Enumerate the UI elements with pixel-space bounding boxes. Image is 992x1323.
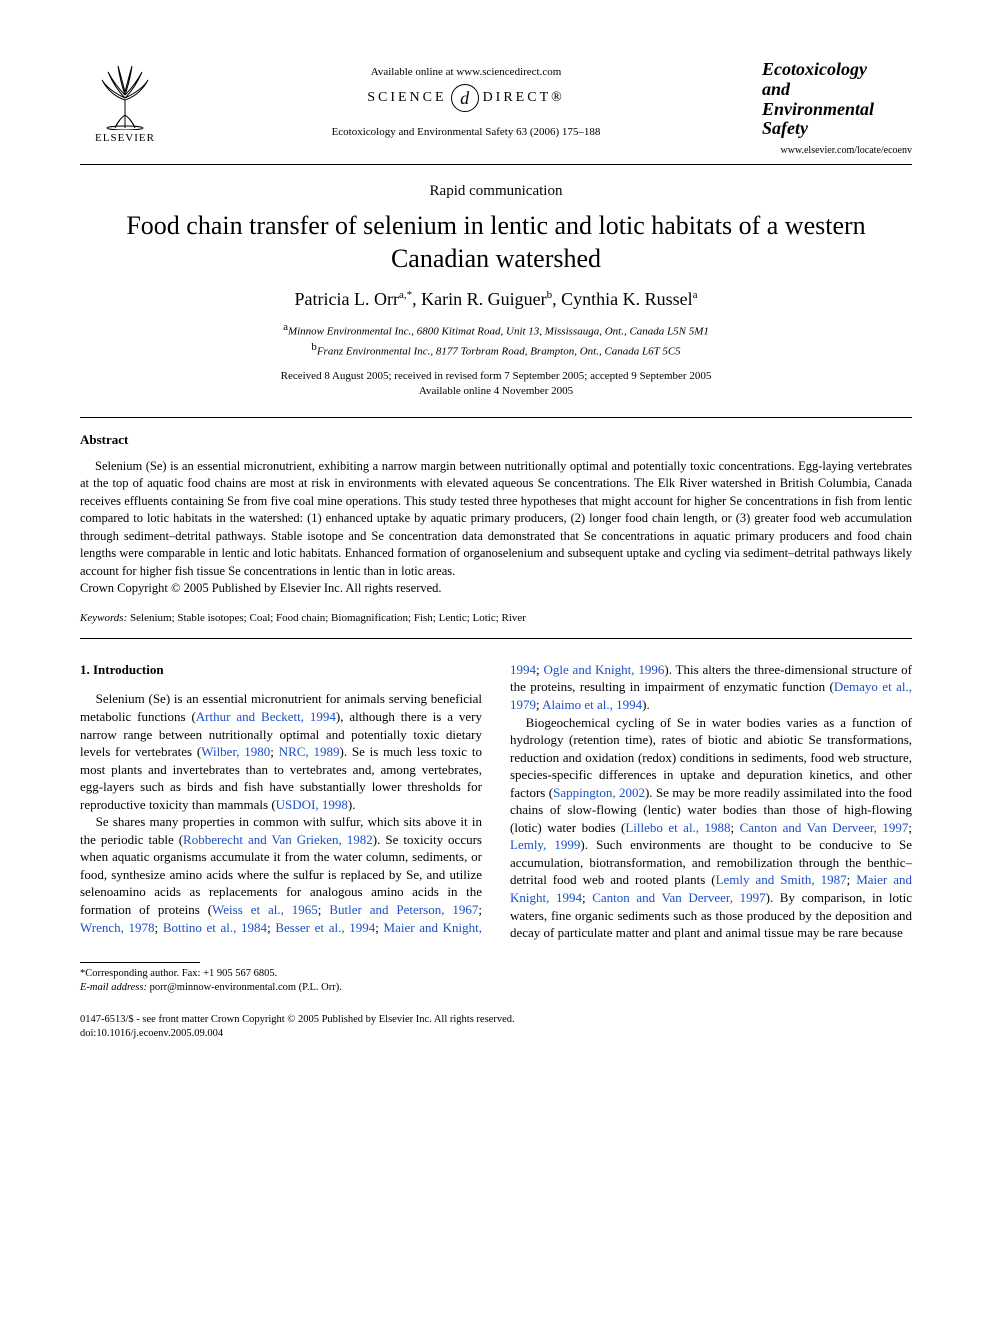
- p3-c: ;: [731, 820, 740, 835]
- journal-title-l1: Ecotoxicology: [762, 59, 867, 79]
- abstract-body: Selenium (Se) is an essential micronutri…: [80, 458, 912, 581]
- cite-nrc[interactable]: NRC, 1989: [279, 744, 340, 759]
- cite-butler[interactable]: Butler and Peterson, 1967: [329, 902, 478, 917]
- email-footnote: E-mail address: porr@minnow-environmenta…: [80, 981, 912, 995]
- p2-g: ;: [375, 920, 383, 935]
- p3-g: ;: [582, 890, 592, 905]
- email-label: E-mail address:: [80, 982, 147, 993]
- cite-lillebo[interactable]: Lillebo et al., 1988: [625, 820, 730, 835]
- author-1-aff: a,: [399, 289, 407, 301]
- author-list: Patricia L. Orra,*, Karin R. Guiguerb, C…: [80, 289, 912, 310]
- cite-wrench[interactable]: Wrench, 1978: [80, 920, 155, 935]
- author-3: , Cynthia K. Russel: [552, 289, 693, 309]
- cite-weiss[interactable]: Weiss et al., 1965: [212, 902, 318, 917]
- author-1: Patricia L. Orr: [295, 289, 399, 309]
- p1-e: ).: [348, 797, 356, 812]
- cite-lemly-1999[interactable]: Lemly, 1999: [510, 837, 580, 852]
- footnote-rule: [80, 962, 200, 963]
- keywords-label: Keywords:: [80, 612, 127, 624]
- cite-robberecht[interactable]: Robberecht and Van Grieken, 1982: [183, 832, 373, 847]
- body-columns: 1. Introduction Selenium (Se) is an esse…: [80, 661, 912, 942]
- center-header: Available online at www.sciencedirect.co…: [170, 60, 762, 138]
- keywords-rule: [80, 638, 912, 639]
- corresponding-author-note: *Corresponding author. Fax: +1 905 567 6…: [80, 967, 912, 981]
- page-footer: 0147-6513/$ - see front matter Crown Cop…: [80, 1013, 912, 1041]
- affiliation-a: Minnow Environmental Inc., 6800 Kitimat …: [288, 326, 709, 338]
- affiliation-b: Franz Environmental Inc., 8177 Torbram R…: [317, 345, 681, 357]
- affiliations: aMinnow Environmental Inc., 6800 Kitimat…: [80, 320, 912, 359]
- abstract-heading: Abstract: [80, 432, 912, 448]
- publisher-logo-block: ELSEVIER: [80, 60, 170, 144]
- intro-para-3: Biogeochemical cycling of Se in water bo…: [510, 714, 912, 942]
- cite-bottino[interactable]: Bottino et al., 1984: [163, 920, 267, 935]
- email-address[interactable]: porr@minnow-environmental.com (P.L. Orr)…: [150, 982, 342, 993]
- p2-e: ;: [155, 920, 163, 935]
- cite-arthur-beckett[interactable]: Arthur and Beckett, 1994: [196, 709, 336, 724]
- sd-symbol-icon: d: [451, 84, 479, 112]
- author-3-aff: a: [693, 289, 698, 301]
- journal-title-l2: and: [762, 79, 790, 99]
- cite-canton-1[interactable]: Canton and Van Derveer, 1997: [740, 820, 909, 835]
- cite-alaimo[interactable]: Alaimo et al., 1994: [542, 697, 642, 712]
- elsevier-tree-icon: [90, 60, 160, 130]
- cite-ogle[interactable]: Ogle and Knight, 1996: [543, 662, 664, 677]
- sd-left: SCIENCE: [367, 90, 446, 106]
- article-type: Rapid communication: [80, 183, 912, 200]
- cite-canton-2[interactable]: Canton and Van Derveer, 1997: [592, 890, 765, 905]
- science-direct-logo: SCIENCE d DIRECT®: [367, 84, 565, 112]
- available-online-text: Available online at www.sciencedirect.co…: [170, 66, 762, 78]
- p2-k: ).: [642, 697, 650, 712]
- cite-sappington[interactable]: Sappington, 2002: [553, 785, 645, 800]
- journal-citation: Ecotoxicology and Environmental Safety 6…: [170, 126, 762, 138]
- journal-title: Ecotoxicology and Environmental Safety: [762, 60, 912, 139]
- article-dates: Received 8 August 2005; received in revi…: [80, 369, 912, 399]
- journal-title-block: Ecotoxicology and Environmental Safety w…: [762, 60, 912, 156]
- keywords: Keywords: Selenium; Stable isotopes; Coa…: [80, 612, 912, 624]
- dates-line2: Available online 4 November 2005: [419, 385, 573, 397]
- publisher-name: ELSEVIER: [95, 132, 155, 144]
- footer-doi: doi:10.1016/j.ecoenv.2005.09.004: [80, 1027, 912, 1041]
- page-header: ELSEVIER Available online at www.science…: [80, 60, 912, 156]
- cite-besser[interactable]: Besser et al., 1994: [275, 920, 375, 935]
- p3-d: ;: [908, 820, 912, 835]
- journal-url[interactable]: www.elsevier.com/locate/ecoenv: [762, 145, 912, 156]
- abstract-top-rule: [80, 417, 912, 418]
- journal-title-l4: Safety: [762, 118, 808, 138]
- cite-usdoi[interactable]: USDOI, 1998: [276, 797, 348, 812]
- sd-right: DIRECT®: [483, 90, 565, 106]
- introduction-heading: 1. Introduction: [80, 661, 482, 679]
- journal-title-l3: Environmental: [762, 99, 874, 119]
- article-title: Food chain transfer of selenium in lenti…: [100, 210, 892, 275]
- footer-line1: 0147-6513/$ - see front matter Crown Cop…: [80, 1013, 912, 1027]
- cite-lemly-smith[interactable]: Lemly and Smith, 1987: [716, 872, 847, 887]
- p2-d: ;: [478, 902, 482, 917]
- dates-line1: Received 8 August 2005; received in revi…: [281, 370, 712, 382]
- author-2: , Karin R. Guiguer: [412, 289, 546, 309]
- p3-f: ;: [847, 872, 857, 887]
- p2-c: ;: [318, 902, 330, 917]
- keywords-list: Selenium; Stable isotopes; Coal; Food ch…: [130, 612, 526, 624]
- intro-para-1: Selenium (Se) is an essential micronutri…: [80, 690, 482, 813]
- header-rule: [80, 164, 912, 165]
- cite-wilber[interactable]: Wilber, 1980: [201, 744, 270, 759]
- abstract-copyright: Crown Copyright © 2005 Published by Else…: [80, 580, 912, 598]
- p1-c: ;: [270, 744, 278, 759]
